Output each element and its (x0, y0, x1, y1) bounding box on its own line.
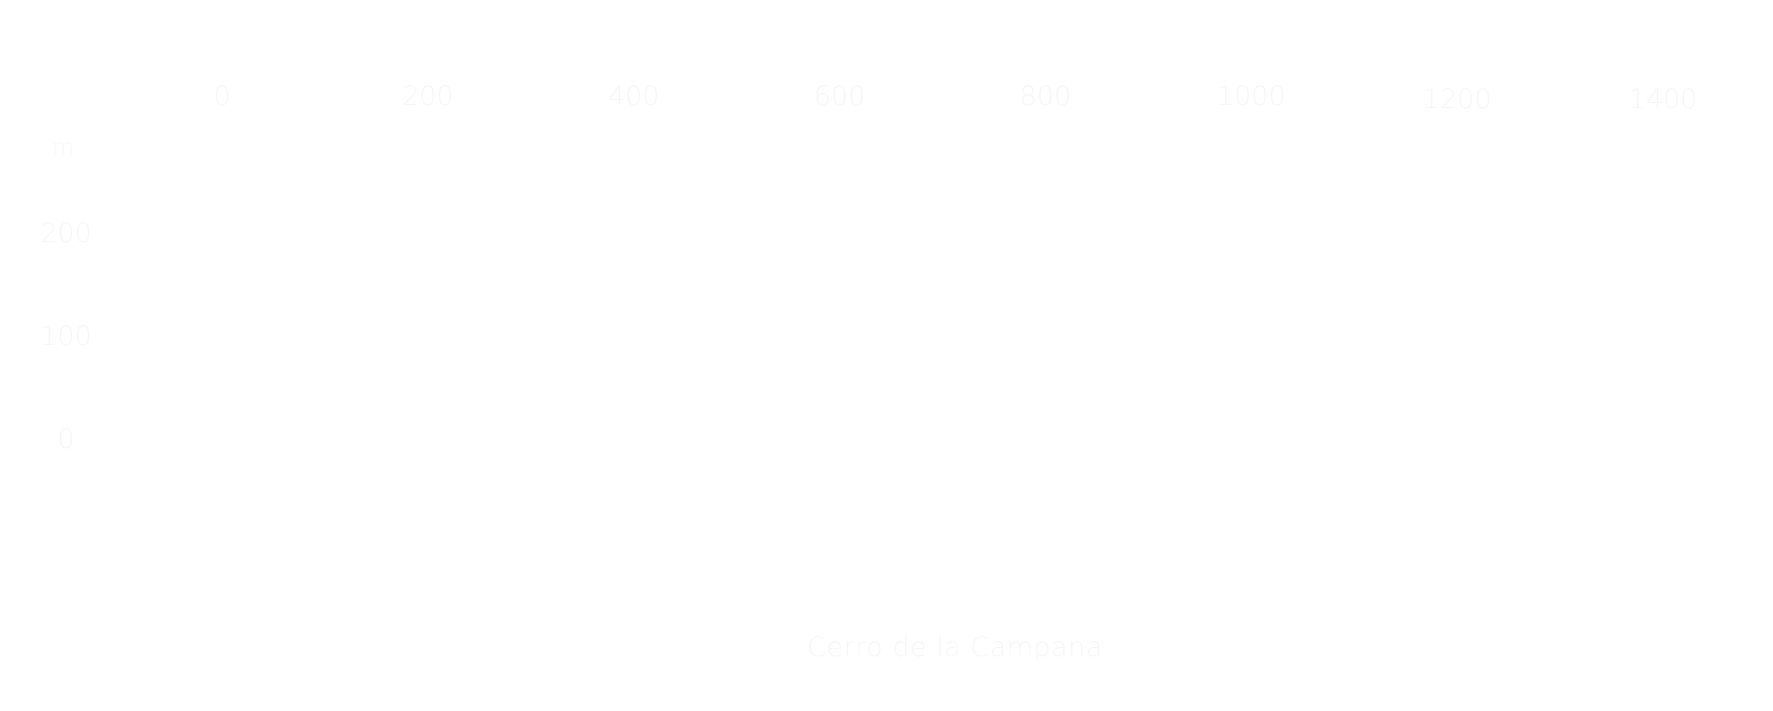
y-tick-label: 200 (40, 218, 92, 249)
y-tick-label: 100 (40, 321, 92, 352)
x-tick-label: 1000 (1217, 81, 1286, 112)
y-tick-label: 0 (57, 424, 74, 455)
x-axis-ticks: 0 200 400 600 800 1000 1200 1400 (213, 81, 1697, 115)
x-tick-label: 0 (213, 81, 230, 112)
x-tick-label: 600 (814, 81, 866, 112)
y-axis-ticks: 0 100 200 (40, 218, 92, 455)
x-tick-label: 1400 (1629, 84, 1698, 115)
x-tick-label: 400 (608, 81, 660, 112)
chart-title: Cerro de la Campana (807, 632, 1103, 663)
x-tick-label: 200 (402, 81, 454, 112)
x-tick-label: 800 (1020, 81, 1072, 112)
y-axis-unit-label: m (52, 135, 74, 161)
x-tick-label: 1200 (1423, 84, 1492, 115)
